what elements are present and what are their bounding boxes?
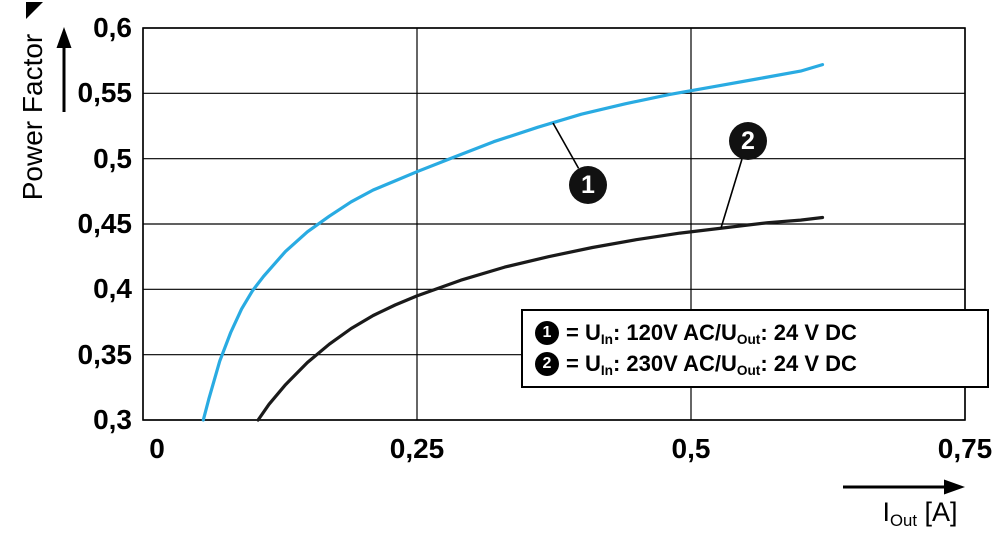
legend-text-2: = UIn: 230V AC/UOut: 24 V DC	[566, 351, 857, 378]
callout-line-2	[720, 158, 743, 229]
x-axis-title: IOut [A]	[882, 497, 958, 530]
y-tick-0_55: 0,55	[77, 77, 133, 108]
x-tick-0_75: 0,75	[937, 433, 993, 464]
legend-badge-2: 2	[535, 352, 559, 376]
x-tick-0: 0	[149, 433, 165, 464]
callout-line-1	[552, 122, 580, 169]
legend-badge-1: 1	[535, 321, 559, 345]
series-2-curve	[256, 215, 825, 422]
y-axis-arrow-icon	[56, 27, 72, 112]
y-tick-0_3: 0,3	[93, 404, 132, 435]
legend-box: 1 = UIn: 120V AC/UOut: 24 V DC 2 = UIn: 23…	[521, 309, 989, 388]
legend-entry-2: 2 = UIn: 230V AC/UOut: 24 V DC	[535, 351, 975, 378]
data-curves	[201, 62, 825, 422]
x-axis-title-subscript: Out	[890, 510, 917, 530]
x-tick-0_25: 0,25	[389, 433, 445, 464]
x-axis-arrow-icon	[843, 479, 965, 495]
y-tick-0_5: 0,5	[93, 143, 132, 174]
curve-badge-1: 1	[569, 166, 607, 204]
y-axis-title: Power Factor	[17, 33, 48, 201]
corner-mark	[26, 2, 43, 19]
series-1-curve	[201, 62, 825, 422]
x-tick-0_5: 0,5	[671, 433, 711, 464]
legend-entry-1: 1 = UIn: 120V AC/UOut: 24 V DC	[535, 320, 975, 347]
curve-badge-2: 2	[729, 122, 767, 160]
legend-text-1: = UIn: 120V AC/UOut: 24 V DC	[566, 320, 857, 347]
y-tick-0_6: 0,6	[93, 12, 132, 43]
y-tick-0_4: 0,4	[93, 273, 132, 304]
y-tick-0_35: 0,35	[77, 339, 133, 370]
y-tick-0_45: 0,45	[77, 208, 133, 239]
